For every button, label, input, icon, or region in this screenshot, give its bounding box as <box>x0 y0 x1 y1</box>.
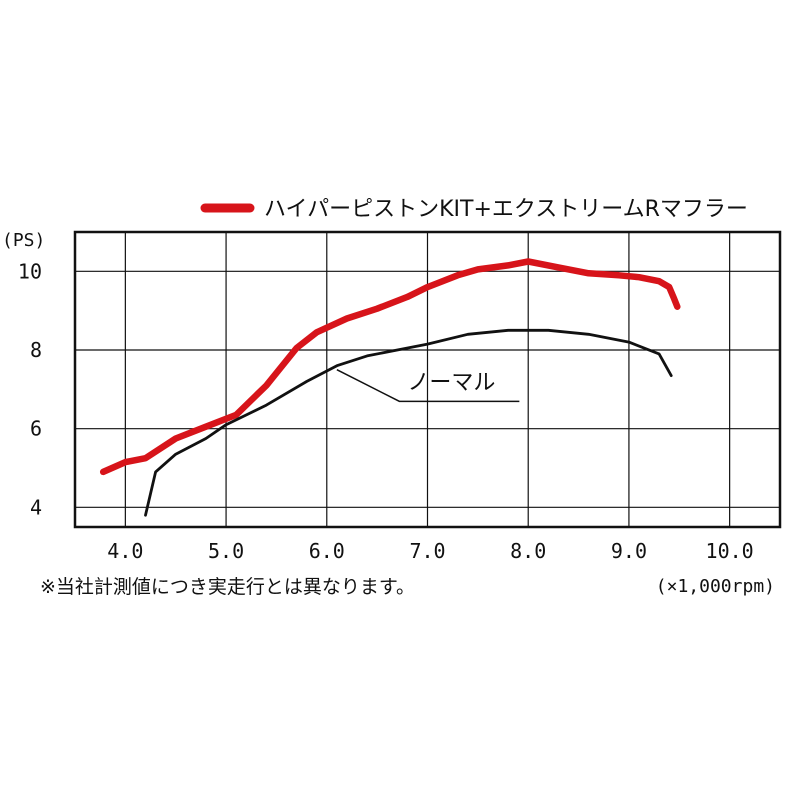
series-lines <box>99 258 681 517</box>
x-tick-label: 5.0 <box>208 539 244 563</box>
x-tick-label: 9.0 <box>611 539 647 563</box>
x-axis-unit: (×1,000rpm) <box>656 576 775 597</box>
x-tick-label: 7.0 <box>409 539 445 563</box>
y-tick-label: 6 <box>30 417 42 441</box>
x-tick-label: 8.0 <box>510 539 546 563</box>
x-tick-labels: 4.0 5.0 6.0 7.0 8.0 9.0 10.0 <box>107 539 753 563</box>
x-tick-label: 6.0 <box>309 539 345 563</box>
plot-frame <box>73 230 782 529</box>
x-tick-label: 10.0 <box>706 539 754 563</box>
y-tick-labels: 4 6 8 10 <box>18 259 42 519</box>
annotation-label-normal: ノーマル <box>407 370 495 395</box>
footnote: ※当社計測値につき実走行とは異なります。 <box>40 576 415 598</box>
y-tick-label: 10 <box>18 259 42 283</box>
annotation-leader-line <box>336 368 520 403</box>
y-tick-label: 8 <box>30 338 42 362</box>
y-tick-label: 4 <box>30 495 42 519</box>
y-axis-unit: (PS) <box>2 230 45 251</box>
legend: ハイパーピストンKIT+エクストリームRマフラー <box>200 197 748 222</box>
series-line-kit <box>99 258 681 476</box>
series-line-normal <box>144 328 673 517</box>
legend-label-kit: ハイパーピストンKIT+エクストリームRマフラー <box>264 197 748 222</box>
grid <box>75 232 780 527</box>
annotation-normal: ノーマル <box>336 368 520 403</box>
x-tick-label: 4.0 <box>107 539 143 563</box>
